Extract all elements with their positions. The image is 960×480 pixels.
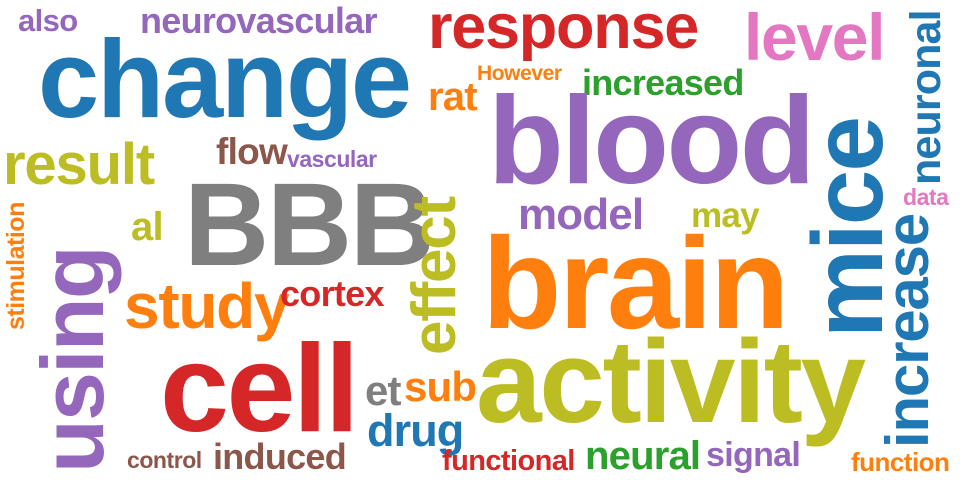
word-et: et [365,367,402,414]
word-drug: drug [367,405,464,456]
word-may: may [691,196,760,235]
word-stimulation: stimulation [2,202,30,330]
word-rat: rat [428,75,478,119]
word-model: model [518,190,644,239]
word-change: change [38,18,412,141]
word-increased: increased [582,62,744,103]
word-flow: flow [216,131,288,172]
word-study: study [124,270,290,342]
word-result: result [3,132,155,197]
word-activity: activity [476,316,866,448]
word-signal: signal [706,436,801,474]
word-al: al [131,205,164,249]
word-bbb: BBB [184,159,435,291]
word-brain: brain [482,210,789,356]
word-induced: induced [213,436,347,477]
word-control: control [127,447,202,473]
word-increase: increase [874,214,941,448]
word-neural: neural [585,434,701,478]
word-neuronal: neuronal [902,10,950,185]
word-vascular: vascular [287,146,377,172]
word-using: using [23,247,122,473]
word-cell: cell [160,320,359,458]
word-blood: blood [488,72,816,210]
word-response: response [428,0,699,62]
word-function: function [851,447,950,477]
word-level: level [744,0,886,74]
word-effect: effect [400,197,469,355]
word-also: also [18,3,78,38]
word-data: data [903,184,949,210]
word-functional: functional [442,445,575,477]
word-neurovascular: neurovascular [140,0,377,41]
word-however: However [477,62,562,85]
word-cortex: cortex [280,273,384,314]
word-sub: sub [404,363,477,410]
